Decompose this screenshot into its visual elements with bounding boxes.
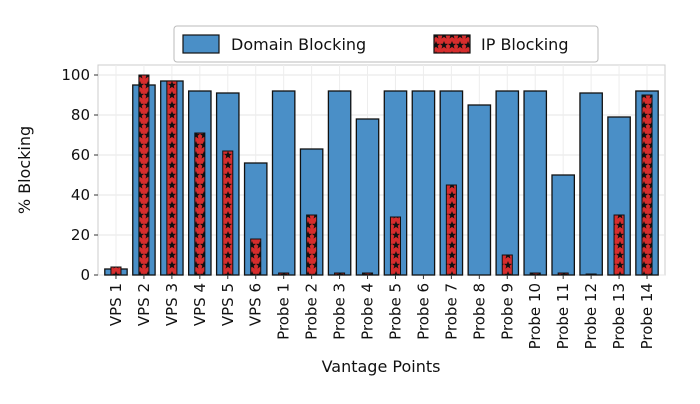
- x-tick-label: Probe 3: [331, 283, 349, 340]
- y-tick-label: 100: [61, 66, 90, 84]
- bar-ip-blocking: [306, 214, 318, 276]
- x-axis-label: Vantage Points: [322, 357, 441, 376]
- x-tick-label: Probe 1: [275, 283, 293, 340]
- bar-domain-blocking: [327, 90, 352, 276]
- y-tick-label: 80: [71, 106, 90, 124]
- y-axis: 0 20 40 60 80 100: [61, 66, 98, 284]
- y-tick-label: 20: [71, 226, 90, 244]
- x-tick-label: Probe 13: [610, 283, 628, 349]
- bar-ip-blocking: [250, 238, 262, 276]
- bar-domain-blocking: [355, 118, 380, 276]
- bar-ip-blocking: [613, 214, 625, 276]
- x-tick-label: VPS 4: [191, 283, 209, 326]
- x-axis: VPS 1 VPS 2 VPS 3 VPS 4 VPS 5 VPS 6 Probe 1 Pro…: [107, 275, 656, 349]
- bar-ip-blocking: [110, 266, 122, 276]
- x-tick-label: Probe 11: [554, 283, 572, 349]
- bar-ip-blocking: [138, 74, 150, 276]
- x-tick-label: Probe 9: [498, 283, 516, 340]
- bar-ip-blocking: [557, 272, 569, 276]
- legend-label-ip: IP Blocking: [481, 35, 568, 54]
- x-tick-label: Probe 12: [582, 283, 600, 349]
- bar-ip-blocking: [166, 80, 178, 276]
- bar-ip-blocking: [585, 273, 597, 276]
- legend-swatch-domain: [182, 34, 220, 54]
- bar-domain-blocking: [551, 174, 576, 276]
- bar-ip-blocking: [501, 254, 513, 276]
- bar-ip-blocking: [278, 272, 290, 276]
- y-tick-label: 60: [71, 146, 90, 164]
- legend: Domain Blocking IP Blocking: [173, 25, 599, 63]
- x-tick-label: Probe 14: [638, 283, 656, 349]
- bar-domain-blocking: [271, 90, 296, 276]
- bar-ip-blocking: [445, 184, 457, 276]
- x-tick-label: VPS 3: [163, 283, 181, 326]
- bar-ip-blocking: [641, 94, 653, 276]
- bar-domain-blocking: [467, 104, 492, 276]
- x-tick-label: VPS 1: [107, 283, 125, 326]
- y-tick-label: 0: [80, 266, 90, 284]
- bar-ip-blocking: [529, 272, 541, 276]
- y-tick-label: 40: [71, 186, 90, 204]
- legend-swatch-ip: [433, 34, 471, 54]
- bar-domain-blocking: [495, 90, 520, 276]
- x-tick-label: VPS 5: [219, 283, 237, 326]
- bar-ip-blocking: [361, 272, 374, 276]
- x-tick-label: Probe 6: [414, 283, 432, 340]
- bar-ip-blocking: [222, 150, 234, 276]
- y-axis-label: % Blocking: [15, 126, 34, 214]
- bar-ip-blocking: [334, 272, 346, 276]
- legend-label-domain: Domain Blocking: [231, 35, 366, 54]
- bar-ip-blocking: [194, 132, 206, 276]
- bar-domain-blocking: [411, 90, 436, 276]
- x-tick-label: Probe 4: [359, 283, 377, 340]
- x-tick-label: VPS 2: [135, 283, 153, 326]
- x-tick-label: Probe 7: [442, 283, 460, 340]
- bar-domain-blocking: [579, 92, 603, 276]
- x-tick-label: Probe 2: [303, 283, 321, 340]
- bars: [104, 74, 659, 276]
- x-tick-label: Probe 5: [386, 283, 404, 340]
- bar-domain-blocking: [523, 90, 548, 276]
- legend-box: [173, 25, 599, 63]
- x-tick-label: Probe 8: [470, 283, 488, 340]
- bar-ip-blocking: [389, 216, 402, 276]
- x-tick-label: VPS 6: [247, 283, 265, 326]
- x-tick-label: Probe 10: [526, 283, 544, 349]
